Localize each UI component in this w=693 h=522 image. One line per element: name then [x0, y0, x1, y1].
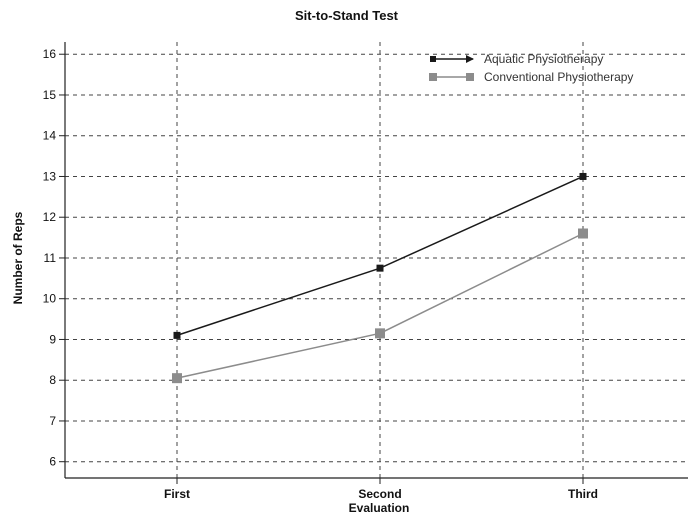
x-axis-label: Evaluation [348, 501, 410, 515]
data-point-aquatic [173, 331, 181, 339]
y-tick-label: 14 [43, 129, 57, 143]
x-tick-label: First [164, 487, 190, 501]
legend-symbol-conventional [429, 73, 474, 81]
data-point-conventional [375, 328, 385, 339]
legend-label-conventional: Conventional Physiotherapy [484, 70, 634, 84]
y-tick-label: 7 [49, 414, 56, 428]
y-tick-label: 9 [49, 332, 56, 346]
legend-item-aquatic: Aquatic Physiotherapy [428, 50, 633, 68]
y-tick-label: 16 [43, 47, 57, 61]
x-tick-label: Second [358, 487, 401, 501]
data-point-conventional [578, 228, 588, 239]
legend: Aquatic Physiotherapy Conventional Physi… [428, 50, 633, 86]
data-point-conventional [172, 373, 182, 384]
y-tick-label: 13 [43, 169, 57, 183]
series-line-aquatic [176, 175, 584, 337]
data-point-aquatic [376, 264, 384, 272]
y-tick-label: 8 [49, 373, 56, 387]
legend-item-conventional: Conventional Physiotherapy [428, 68, 633, 86]
y-tick-label: 10 [43, 292, 57, 306]
y-tick-label: 12 [43, 210, 57, 224]
legend-symbol-aquatic [430, 55, 474, 63]
y-tick-label: 6 [49, 455, 56, 469]
x-tick-label: Third [568, 487, 598, 501]
chart-title: Sit-to-Stand Test [294, 8, 399, 23]
legend-label-aquatic: Aquatic Physiotherapy [484, 52, 604, 66]
y-tick-label: 15 [43, 88, 57, 102]
data-point-aquatic [579, 172, 587, 180]
y-tick-label: 11 [44, 251, 57, 265]
